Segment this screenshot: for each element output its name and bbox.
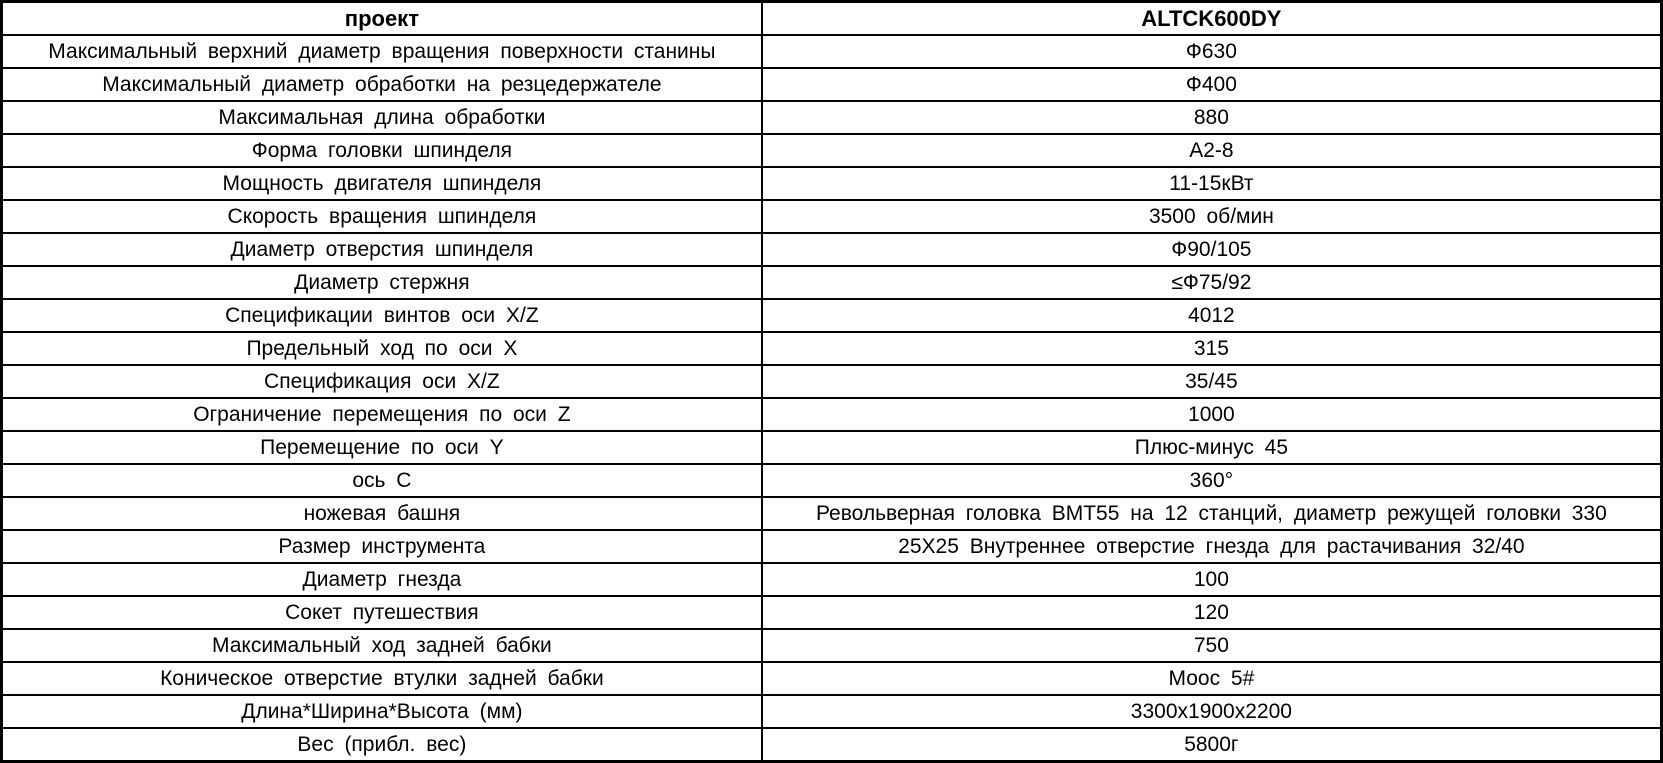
spec-value-cell: 1000 — [760, 397, 1663, 432]
table-row: Спецификации винтов оси X/Z 4012 — [0, 298, 1663, 333]
spec-label-cell: Диаметр стержня — [0, 265, 763, 300]
table-row: Диаметр стержня ≤Ф75/92 — [0, 265, 1663, 300]
spec-label-cell: Предельный ход по оси X — [0, 331, 763, 366]
table-row: Вес (прибл. вес) 5800г — [0, 727, 1663, 763]
spec-label-cell: Ограничение перемещения по оси Z — [0, 397, 763, 432]
spec-value-cell: 315 — [760, 331, 1663, 366]
table-row: Диаметр отверстия шпинделя Ф90/105 — [0, 232, 1663, 267]
table-row: Форма головки шпинделя A2-8 — [0, 133, 1663, 168]
spec-value-cell: 750 — [760, 628, 1663, 663]
table-row: Размер инструмента 25X25 Внутреннее отвер… — [0, 529, 1663, 564]
spec-value-cell: 11-15кВт — [760, 166, 1663, 201]
spec-value-cell: 360° — [760, 463, 1663, 498]
spec-label-cell: ось C — [0, 463, 763, 498]
header-row: проект ALTCK600DY — [0, 0, 1663, 36]
table-row: Спецификация оси X/Z 35/45 — [0, 364, 1663, 399]
header-cell-project: проект — [0, 0, 763, 36]
table-row: Диаметр гнезда 100 — [0, 562, 1663, 597]
spec-table-header: проект ALTCK600DY — [0, 0, 1663, 36]
spec-label-cell: Спецификация оси X/Z — [0, 364, 763, 399]
spec-value-cell: 4012 — [760, 298, 1663, 333]
table-row: Коническое отверстие втулки задней бабки… — [0, 661, 1663, 696]
spec-value-cell: 3300х1900х2200 — [760, 694, 1663, 729]
spec-label-cell: Перемещение по оси Y — [0, 430, 763, 465]
table-row: Длина*Ширина*Высота (мм) 3300х1900х2200 — [0, 694, 1663, 729]
spec-label-cell: Сокет путешествия — [0, 595, 763, 630]
table-row: Перемещение по оси Y Плюс-минус 45 — [0, 430, 1663, 465]
spec-value-cell: Моос 5# — [760, 661, 1663, 696]
header-cell-model: ALTCK600DY — [760, 0, 1663, 36]
spec-label-cell: Максимальный диаметр обработки на резцед… — [0, 67, 763, 102]
spec-label-cell: Мощность двигателя шпинделя — [0, 166, 763, 201]
spec-label-cell: Диаметр отверстия шпинделя — [0, 232, 763, 267]
spec-value-cell: Револьверная головка BMT55 на 12 станций… — [760, 496, 1663, 531]
spec-label-cell: Вес (прибл. вес) — [0, 727, 763, 763]
spec-value-cell: Ф90/105 — [760, 232, 1663, 267]
table-row: Максимальный ход задней бабки 750 — [0, 628, 1663, 663]
spec-value-cell: 100 — [760, 562, 1663, 597]
spec-label-cell: Скорость вращения шпинделя — [0, 199, 763, 234]
spec-value-cell: 35/45 — [760, 364, 1663, 399]
spec-label-cell: ножевая башня — [0, 496, 763, 531]
spec-label-cell: Форма головки шпинделя — [0, 133, 763, 168]
spec-value-cell: Ф400 — [760, 67, 1663, 102]
spec-value-cell: 5800г — [760, 727, 1663, 763]
spec-value-cell: 120 — [760, 595, 1663, 630]
spec-label-cell: Коническое отверстие втулки задней бабки — [0, 661, 763, 696]
spec-label-cell: Размер инструмента — [0, 529, 763, 564]
table-row: Предельный ход по оси X 315 — [0, 331, 1663, 366]
table-row: ось C 360° — [0, 463, 1663, 498]
spec-label-cell: Спецификации винтов оси X/Z — [0, 298, 763, 333]
table-row: Максимальный верхний диаметр вращения по… — [0, 34, 1663, 69]
spec-value-cell: 3500 об/мин — [760, 199, 1663, 234]
table-row: Максимальная длина обработки 880 — [0, 100, 1663, 135]
table-row: Мощность двигателя шпинделя 11-15кВт — [0, 166, 1663, 201]
spec-value-cell: A2-8 — [760, 133, 1663, 168]
spec-value-cell: Ф630 — [760, 34, 1663, 69]
spec-label-cell: Диаметр гнезда — [0, 562, 763, 597]
table-row: ножевая башня Револьверная головка BMT55 … — [0, 496, 1663, 531]
table-row: Скорость вращения шпинделя 3500 об/мин — [0, 199, 1663, 234]
spec-value-cell: Плюс-минус 45 — [760, 430, 1663, 465]
table-row: Максимальный диаметр обработки на резцед… — [0, 67, 1663, 102]
spec-label-cell: Максимальный ход задней бабки — [0, 628, 763, 663]
spec-table-body: Максимальный верхний диаметр вращения по… — [0, 34, 1663, 763]
spec-value-cell: ≤Ф75/92 — [760, 265, 1663, 300]
spec-label-cell: Длина*Ширина*Высота (мм) — [0, 694, 763, 729]
table-row: Сокет путешествия 120 — [0, 595, 1663, 630]
spec-value-cell: 880 — [760, 100, 1663, 135]
table-row: Ограничение перемещения по оси Z 1000 — [0, 397, 1663, 432]
spec-value-cell: 25X25 Внутреннее отверстие гнезда для ра… — [760, 529, 1663, 564]
spec-label-cell: Максимальный верхний диаметр вращения по… — [0, 34, 763, 69]
spec-label-cell: Максимальная длина обработки — [0, 100, 763, 135]
